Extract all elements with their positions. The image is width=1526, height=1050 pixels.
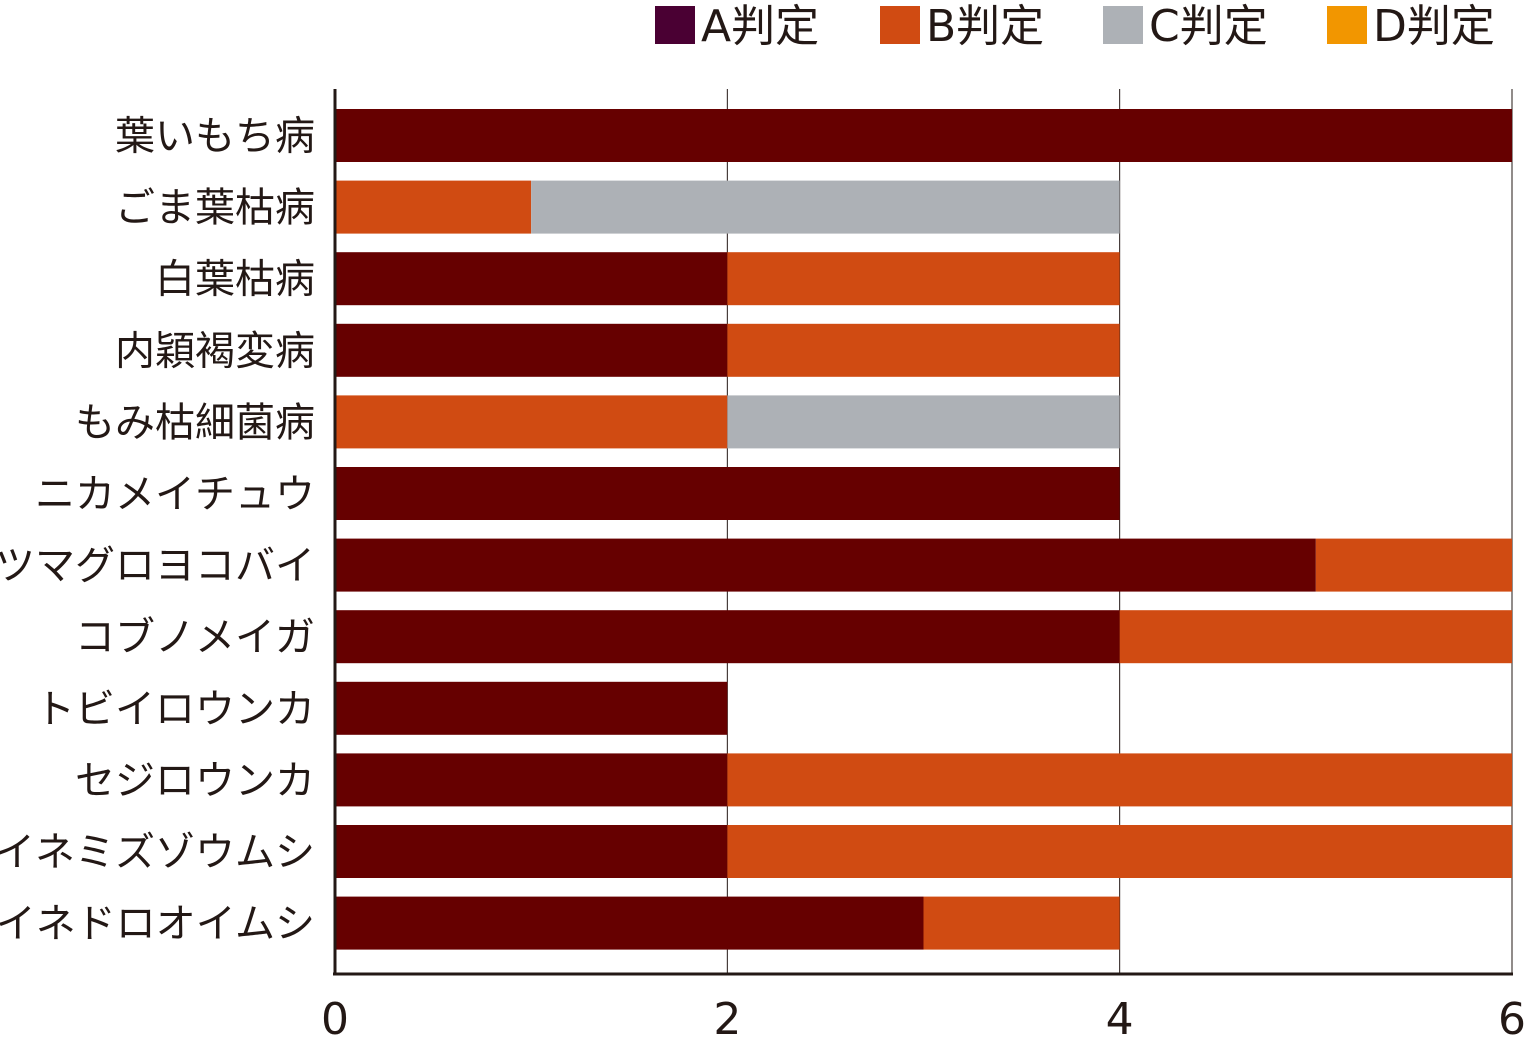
bar-segment — [335, 467, 1120, 520]
category-label: ツマグロヨコバイ — [0, 543, 315, 589]
x-tick-label: 2 — [713, 994, 741, 1045]
category-label: イネドロオイムシ — [0, 901, 315, 947]
bar-segment — [727, 753, 1512, 807]
category-label: 葉いもち病 — [115, 114, 315, 160]
legend-label: D判定 — [1373, 1, 1495, 52]
bar-segment — [335, 323, 728, 377]
bar-segment — [335, 538, 1316, 592]
legend-swatch — [655, 6, 695, 44]
legend-swatch — [1327, 6, 1367, 44]
bar-segment — [923, 896, 1120, 950]
category-label: コブノメイガ — [75, 615, 315, 661]
bar-segment — [335, 109, 1512, 162]
x-tick-label: 4 — [1106, 994, 1134, 1045]
bar-segment — [335, 753, 728, 807]
bar-segment — [335, 252, 728, 306]
bar-segment — [727, 825, 1512, 878]
legend-swatch — [880, 6, 920, 44]
category-label: ごま葉枯病 — [115, 185, 315, 231]
bar-segment — [335, 395, 728, 449]
legend-label: C判定 — [1149, 1, 1268, 52]
category-labels: 葉いもち病ごま葉枯病白葉枯病内穎褐変病もみ枯細菌病ニカメイチュウツマグロヨコバイ… — [0, 114, 315, 948]
legend: A判定 B判定 C判定 D判定 — [655, 1, 1495, 52]
category-label: 内穎褐変病 — [115, 328, 315, 374]
bars — [335, 109, 1512, 950]
category-label: ニカメイチュウ — [35, 472, 315, 518]
bar-segment — [1119, 610, 1512, 664]
category-label: もみ枯細菌病 — [75, 400, 315, 446]
x-tick-label: 6 — [1498, 994, 1526, 1045]
legend-label: A判定 — [701, 1, 819, 52]
axes — [333, 89, 1513, 976]
legend-label: B判定 — [926, 1, 1044, 52]
bar-segment — [531, 180, 1120, 234]
x-tick-label: 0 — [321, 994, 349, 1045]
legend-swatch — [1103, 6, 1143, 44]
bar-segment — [727, 395, 1120, 449]
bar-segment — [1315, 538, 1512, 592]
bar-segment — [335, 610, 1120, 664]
x-tick-labels: 0 2 4 6 — [321, 994, 1526, 1045]
bar-segment — [335, 681, 728, 735]
category-label: イネミズゾウムシ — [0, 830, 315, 876]
bar-segment — [335, 896, 924, 950]
bar-segment — [335, 825, 728, 878]
category-label: トビイロウンカ — [35, 686, 315, 732]
bar-segment — [727, 252, 1120, 306]
category-label: 白葉枯病 — [155, 257, 315, 303]
category-label: セジロウンカ — [75, 758, 315, 804]
bar-segment — [727, 323, 1120, 377]
bar-segment — [335, 180, 532, 234]
